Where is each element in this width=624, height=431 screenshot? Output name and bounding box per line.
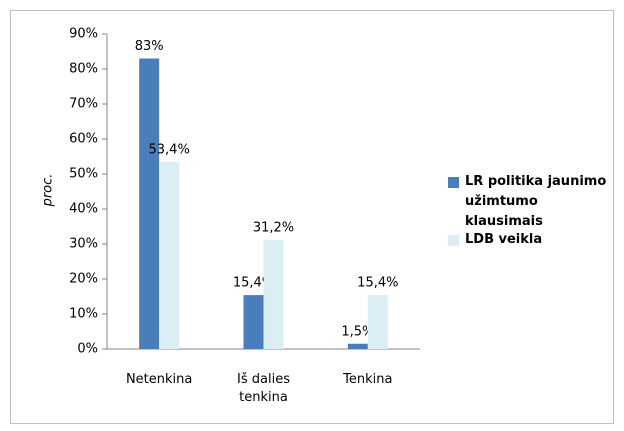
data-label: 83% bbox=[135, 39, 164, 54]
y-tick-label: 60% bbox=[69, 132, 98, 147]
y-tick-label: 70% bbox=[69, 97, 98, 112]
bar bbox=[347, 343, 368, 349]
y-tick-label: 90% bbox=[69, 27, 98, 42]
y-tick-label: 10% bbox=[69, 307, 98, 322]
y-tick-label: 30% bbox=[69, 237, 98, 252]
legend-item: LDB veikla bbox=[448, 230, 618, 250]
y-tick-label: 40% bbox=[69, 202, 98, 217]
data-label: 1,5% bbox=[341, 324, 374, 339]
bar bbox=[243, 295, 264, 349]
bar bbox=[139, 58, 160, 349]
x-tick-label: Netenkina bbox=[125, 372, 193, 387]
data-label: 53,4% bbox=[149, 143, 190, 158]
y-tick-label: 0% bbox=[77, 342, 98, 357]
legend-item: LR politika jaunimo užimtumo klausimais bbox=[448, 172, 618, 232]
y-tick-label: 80% bbox=[69, 62, 98, 77]
bar bbox=[263, 239, 284, 349]
bar bbox=[159, 162, 180, 349]
legend-label: LR politika jaunimo užimtumo klausimais bbox=[465, 174, 607, 229]
legend-label: LDB veikla bbox=[465, 232, 543, 247]
y-tick-label: 20% bbox=[69, 272, 98, 287]
y-tick-label: 50% bbox=[69, 167, 98, 182]
legend-swatch bbox=[448, 177, 459, 188]
bar bbox=[367, 295, 388, 349]
y-axis-label: proc. bbox=[41, 174, 56, 208]
chart-border bbox=[10, 10, 614, 424]
data-label: 31,2% bbox=[253, 220, 294, 235]
legend-swatch bbox=[448, 235, 459, 246]
x-tick-label: Tenkina bbox=[343, 372, 393, 387]
data-label: 15,4% bbox=[357, 276, 398, 291]
x-tick-label: Iš dalies tenkina bbox=[237, 372, 290, 405]
